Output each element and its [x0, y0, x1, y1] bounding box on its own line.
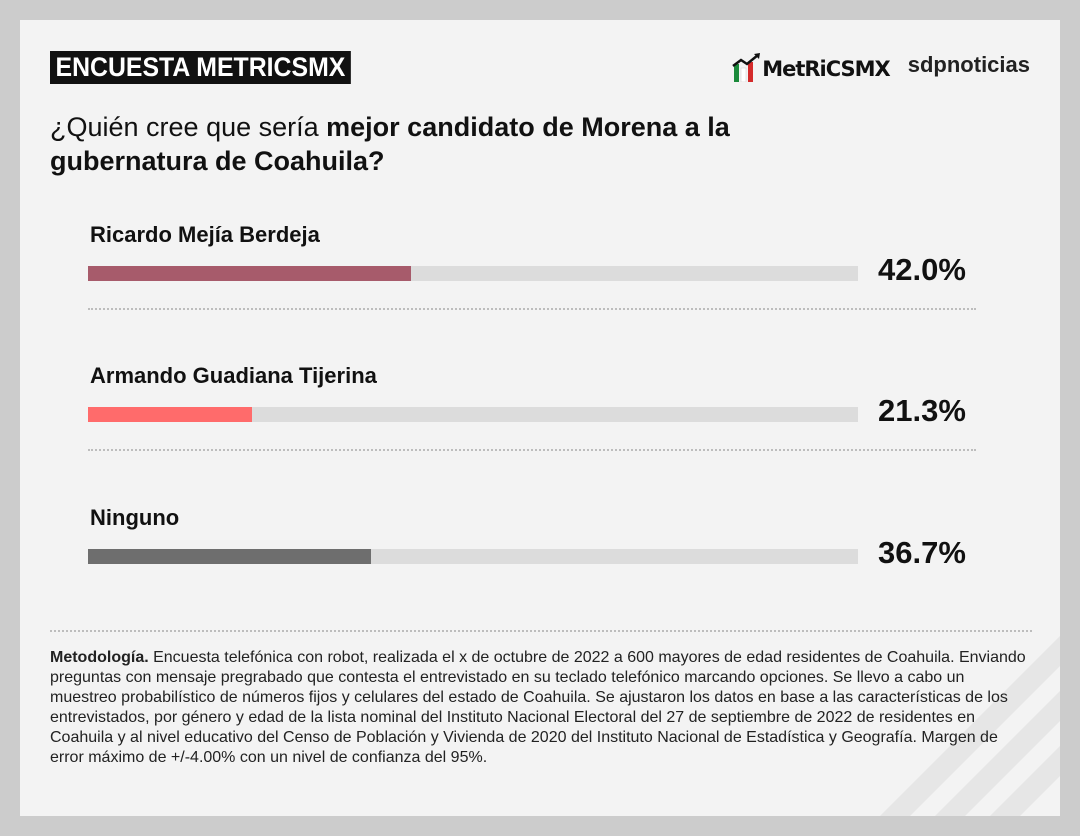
poll-card: ENCUESTA METRICSMX MetRiCSMX sdpnoticias… [20, 20, 1060, 816]
value-label: 36.7% [878, 535, 966, 570]
value-label: 21.3% [878, 393, 966, 428]
flag-chart-icon [732, 53, 761, 82]
logos: MetRiCSMX sdpnoticias [732, 48, 1030, 82]
methodology-text: Encuesta telefónica con robot, realizada… [50, 649, 1026, 766]
methodology-label: Metodología. [50, 649, 149, 666]
question-part-regular: ¿Quién cree que sería [50, 112, 327, 142]
metricsmx-wordmark: MetRiCSMX [762, 57, 891, 81]
bar-fill [88, 407, 252, 422]
bar-fill [88, 266, 412, 281]
bar-track [88, 266, 858, 281]
metricsmx-logo: MetRiCSMX [732, 48, 891, 82]
category-label: Ricardo Mejía Berdeja [90, 222, 320, 247]
value-label: 42.0% [878, 252, 966, 287]
bar-fill [88, 549, 371, 564]
methodology-divider [50, 630, 1032, 632]
methodology-note: Metodología. Encuesta telefónica con rob… [50, 648, 1035, 768]
bar-track [88, 549, 858, 564]
category-label: Ninguno [90, 505, 180, 530]
sdpnoticias-logo: sdpnoticias [907, 52, 1030, 77]
bar-track [88, 407, 858, 422]
decorative-stripes [880, 636, 1060, 816]
chart-question: ¿Quién cree que sería mejor candidato de… [50, 110, 770, 178]
survey-tag: ENCUESTA METRICSMX [50, 51, 351, 84]
row-divider [88, 449, 976, 451]
row-divider [88, 308, 976, 310]
category-label: Armando Guadiana Tijerina [90, 363, 377, 388]
question-part-bold: mejor candidato de Morena a la gubernatu… [50, 112, 730, 176]
